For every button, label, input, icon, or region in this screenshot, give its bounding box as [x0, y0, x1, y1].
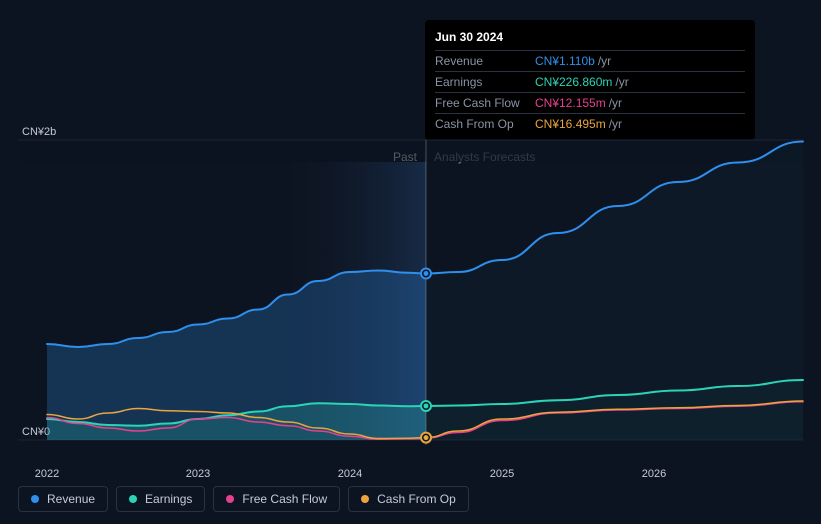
legend-bar: Revenue Earnings Free Cash Flow Cash From O…	[18, 486, 469, 512]
legend-label: Earnings	[145, 492, 192, 506]
x-axis-labels: 2022 2023 2024 2025 2026	[18, 468, 803, 484]
x-axis-tick-label: 2026	[642, 468, 666, 480]
legend-item[interactable]: Free Cash Flow	[213, 486, 340, 512]
tooltip-metric-value: CN¥12.155m	[535, 96, 606, 110]
legend-label: Cash From Op	[377, 492, 456, 506]
legend-swatch	[31, 495, 39, 503]
legend-swatch	[129, 495, 137, 503]
legend-item[interactable]: Earnings	[116, 486, 205, 512]
tooltip-metric-value: CN¥226.860m	[535, 75, 612, 89]
chart-area[interactable]	[18, 120, 803, 464]
legend-item[interactable]: Revenue	[18, 486, 108, 512]
tooltip-row: Free Cash FlowCN¥12.155m/yr	[435, 92, 745, 113]
legend-label: Revenue	[47, 492, 95, 506]
legend-item[interactable]: Cash From Op	[348, 486, 469, 512]
tooltip-metric-label: Earnings	[435, 75, 535, 89]
tooltip-metric-unit: /yr	[598, 54, 611, 68]
tooltip-date: Jun 30 2024	[435, 26, 745, 50]
tooltip-row: RevenueCN¥1.110b/yr	[435, 50, 745, 71]
tooltip-metric-unit: /yr	[615, 75, 628, 89]
tooltip-metric-unit: /yr	[609, 96, 622, 110]
chart-svg	[18, 120, 803, 445]
tooltip-metric-label: Free Cash Flow	[435, 96, 535, 110]
x-axis-tick-label: 2025	[490, 468, 514, 480]
legend-label: Free Cash Flow	[242, 492, 327, 506]
tooltip-row: EarningsCN¥226.860m/yr	[435, 71, 745, 92]
tooltip-metric-label: Revenue	[435, 54, 535, 68]
x-axis-tick-label: 2024	[338, 468, 362, 480]
legend-swatch	[361, 495, 369, 503]
x-axis-tick-label: 2023	[186, 468, 210, 480]
tooltip-metric-value: CN¥1.110b	[535, 54, 595, 68]
x-axis-tick-label: 2022	[35, 468, 59, 480]
legend-swatch	[226, 495, 234, 503]
